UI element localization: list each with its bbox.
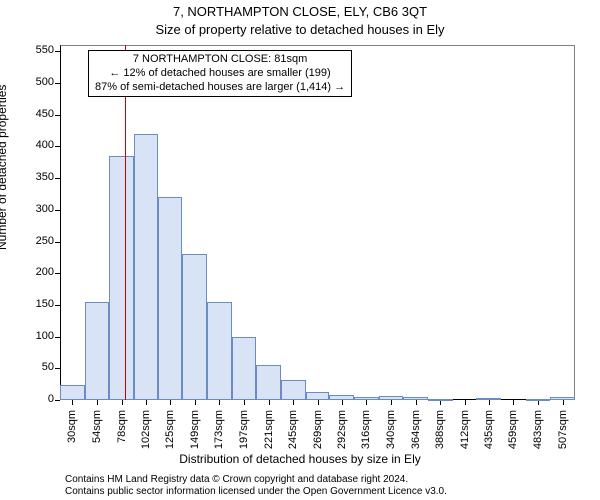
y-tick-mark xyxy=(55,368,60,369)
y-tick-label: 300 xyxy=(22,203,54,215)
x-tick-mark xyxy=(538,400,539,405)
y-tick-mark xyxy=(55,178,60,179)
y-tick-label: 350 xyxy=(22,171,54,183)
annotation-line: 87% of semi-detached houses are larger (… xyxy=(95,81,345,95)
histogram-bar xyxy=(109,156,134,400)
footer-line: Contains HM Land Registry data © Crown c… xyxy=(65,474,408,485)
y-tick-mark xyxy=(55,51,60,52)
y-tick-mark xyxy=(55,305,60,306)
y-tick-label: 100 xyxy=(22,330,54,342)
y-tick-mark xyxy=(55,337,60,338)
x-tick-mark xyxy=(342,400,343,405)
x-axis-label: Distribution of detached houses by size … xyxy=(0,452,600,466)
y-tick-mark xyxy=(55,400,60,401)
y-tick-label: 500 xyxy=(22,76,54,88)
annotation-line: 7 NORTHAMPTON CLOSE: 81sqm xyxy=(95,53,345,67)
x-tick-mark xyxy=(122,400,123,405)
x-tick-mark xyxy=(318,400,319,405)
histogram-bar xyxy=(60,385,85,400)
y-tick-mark xyxy=(55,273,60,274)
histogram-bar xyxy=(158,197,183,400)
y-tick-label: 550 xyxy=(22,44,54,56)
histogram-bar xyxy=(85,302,110,400)
x-tick-mark xyxy=(440,400,441,405)
x-tick-mark xyxy=(195,400,196,405)
y-tick-label: 0 xyxy=(22,393,54,405)
histogram-bar xyxy=(134,134,158,400)
y-tick-label: 250 xyxy=(22,235,54,247)
y-tick-label: 450 xyxy=(22,108,54,120)
histogram-bar xyxy=(354,397,379,400)
x-tick-mark xyxy=(416,400,417,405)
histogram-bar xyxy=(207,302,232,400)
histogram-bar xyxy=(256,365,281,400)
histogram-bar xyxy=(403,397,428,400)
histogram-bar xyxy=(550,397,575,400)
chart-subtitle: Size of property relative to detached ho… xyxy=(0,22,600,37)
y-tick-mark xyxy=(55,83,60,84)
histogram-bar xyxy=(281,380,306,400)
x-tick-mark xyxy=(513,400,514,405)
histogram-bar xyxy=(428,399,453,401)
x-tick-mark xyxy=(391,400,392,405)
y-tick-label: 50 xyxy=(22,361,54,373)
histogram-bar xyxy=(526,399,551,401)
y-axis-label: Number of detached properties xyxy=(0,85,9,250)
annotation-box: 7 NORTHAMPTON CLOSE: 81sqm← 12% of detac… xyxy=(88,50,352,97)
y-tick-mark xyxy=(55,242,60,243)
x-tick-mark xyxy=(269,400,270,405)
chart-title: 7, NORTHAMPTON CLOSE, ELY, CB6 3QT xyxy=(0,4,600,19)
x-tick-mark xyxy=(170,400,171,405)
x-tick-mark xyxy=(244,400,245,405)
annotation-line: ← 12% of detached houses are smaller (19… xyxy=(95,67,345,81)
histogram-bar xyxy=(232,337,257,400)
x-tick-mark xyxy=(293,400,294,405)
footer-line: Contains public sector information licen… xyxy=(65,486,447,497)
reference-line xyxy=(125,45,126,400)
histogram-bar xyxy=(182,254,207,400)
histogram-bar xyxy=(329,395,354,400)
y-tick-mark xyxy=(55,210,60,211)
x-tick-mark xyxy=(219,400,220,405)
x-tick-mark xyxy=(72,400,73,405)
histogram-bar xyxy=(306,392,330,400)
x-tick-mark xyxy=(465,400,466,405)
y-tick-label: 200 xyxy=(22,266,54,278)
histogram-bar xyxy=(476,398,501,400)
x-tick-mark xyxy=(146,400,147,405)
y-tick-mark xyxy=(55,146,60,147)
x-tick-mark xyxy=(366,400,367,405)
x-tick-mark xyxy=(489,400,490,405)
x-tick-mark xyxy=(563,400,564,405)
y-tick-mark xyxy=(55,115,60,116)
y-tick-label: 400 xyxy=(22,139,54,151)
y-tick-label: 150 xyxy=(22,298,54,310)
x-tick-mark xyxy=(97,400,98,405)
histogram-bar xyxy=(379,396,404,400)
